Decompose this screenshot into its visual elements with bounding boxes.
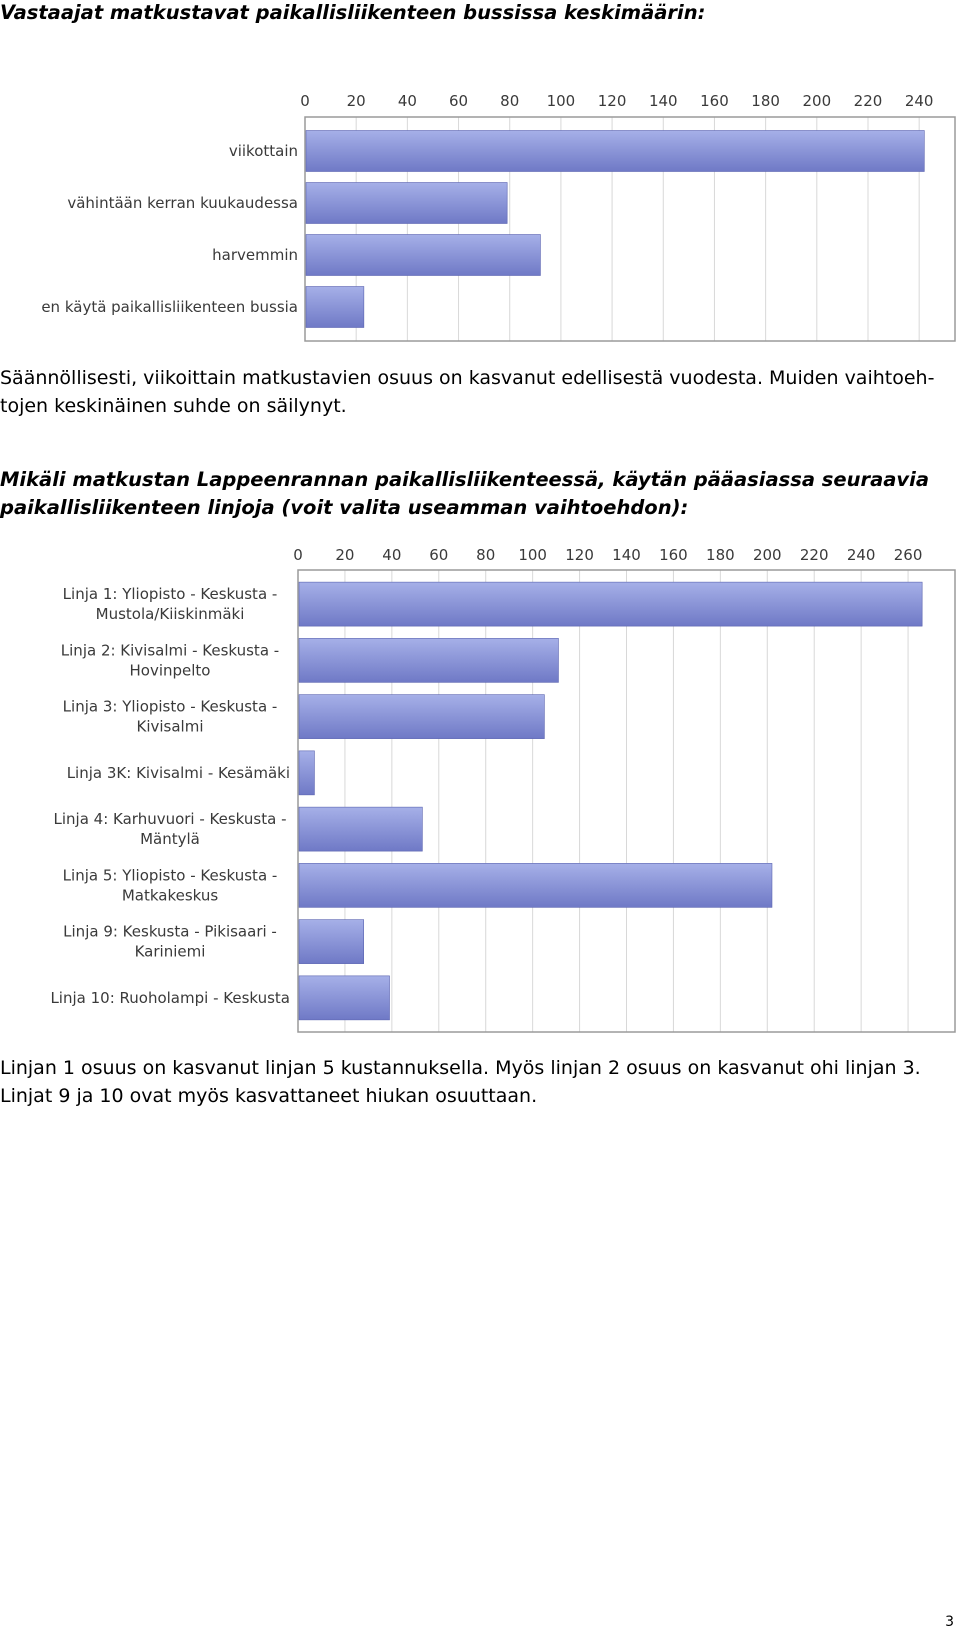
bar — [298, 581, 923, 627]
tick-label: 220 — [800, 546, 829, 564]
tick-label: 20 — [347, 92, 366, 110]
tick-label: 20 — [335, 546, 354, 564]
tick-label: 80 — [476, 546, 495, 564]
plot-area — [304, 116, 956, 342]
tick-label: 60 — [449, 92, 468, 110]
category-label: Linja 5: Yliopisto - Keskusta - — [63, 866, 278, 884]
bar — [298, 975, 390, 1021]
bar — [305, 286, 365, 328]
bar — [305, 234, 541, 276]
category-label: harvemmin — [212, 246, 298, 264]
section2-paragraph-line2: Linjat 9 ja 10 ovat myös kasvattaneet hi… — [0, 1085, 538, 1107]
tick-label: 160 — [659, 546, 688, 564]
category-label: en käytä paikallisliikenteen bussia — [41, 298, 298, 316]
category-label: vähintään kerran kuukaudessa — [67, 194, 298, 212]
section2-heading-line1: Mikäli matkustan Lappeenrannan paikallis… — [0, 468, 929, 491]
tick-label: 240 — [847, 546, 876, 564]
tick-label: 100 — [547, 92, 576, 110]
bar — [298, 638, 559, 683]
tick-label: 160 — [700, 92, 729, 110]
section1-paragraph-line2: tojen keskinäinen suhde on säilynyt. — [0, 395, 347, 417]
category-label: Matkakeskus — [122, 886, 219, 904]
tick-label: 180 — [706, 546, 735, 564]
tick-label: 100 — [518, 546, 547, 564]
tick-label: 120 — [565, 546, 594, 564]
tick-label: 200 — [802, 92, 831, 110]
bar — [305, 182, 508, 224]
category-label: Mustola/Kiiskinmäki — [96, 605, 245, 623]
tick-label: 80 — [500, 92, 519, 110]
tick-label: 200 — [753, 546, 782, 564]
bus-lines-chart: 0 20 40 60 80 100 120 140 160 180 200 220 240 260 Linj… — [0, 538, 960, 1038]
category-label: Kivisalmi — [136, 718, 203, 736]
tick-label: 40 — [382, 546, 401, 564]
travel-frequency-chart: 0 20 40 60 80 100 120 140 160 180 200 220 240 viikott… — [0, 84, 960, 344]
bar — [305, 130, 925, 172]
category-label: viikottain — [229, 142, 298, 160]
tick-label: 140 — [649, 92, 678, 110]
category-label: Kariniemi — [135, 943, 206, 961]
bar — [298, 919, 364, 964]
tick-label: 120 — [598, 92, 627, 110]
tick-label: 40 — [398, 92, 417, 110]
category-label: Linja 10: Ruoholampi - Keskusta — [50, 989, 290, 1007]
section1-paragraph-line1: Säännöllisesti, viikoittain matkustavien… — [0, 367, 935, 389]
bar — [298, 863, 773, 908]
tick-label: 60 — [429, 546, 448, 564]
tick-label: 240 — [905, 92, 934, 110]
category-label: Linja 2: Kivisalmi - Keskusta - — [61, 641, 279, 659]
category-label: Linja 1: Yliopisto - Keskusta - — [63, 585, 278, 603]
category-label: Linja 3K: Kivisalmi - Kesämäki — [67, 764, 290, 782]
section2-heading-line2: paikallisliikenteen linjoja (voit valita… — [0, 496, 689, 519]
tick-label: 0 — [293, 546, 303, 564]
tick-label: 220 — [854, 92, 883, 110]
category-label: Mäntylä — [140, 830, 200, 848]
section1-heading: Vastaajat matkustavat paikallisliikentee… — [0, 1, 706, 24]
category-label: Linja 4: Karhuvuori - Keskusta - — [54, 810, 287, 828]
bar — [298, 750, 315, 796]
tick-label: 260 — [894, 546, 923, 564]
category-label: Linja 3: Yliopisto - Keskusta - — [63, 698, 278, 716]
category-label: Linja 9: Keskusta - Pikisaari - — [63, 923, 277, 941]
tick-label: 0 — [300, 92, 310, 110]
plot-area — [297, 569, 956, 1033]
category-label: Hovinpelto — [130, 661, 211, 679]
tick-label: 140 — [612, 546, 641, 564]
travel-frequency-chart-svg: 0 20 40 60 80 100 120 140 160 180 200 220 240 viikott… — [41, 92, 956, 342]
bus-lines-chart-svg: 0 20 40 60 80 100 120 140 160 180 200 220 240 260 Linj… — [50, 546, 956, 1033]
section2-paragraph-line1: Linjan 1 osuus on kasvanut linjan 5 kust… — [0, 1057, 921, 1079]
page-number: 3 — [945, 1614, 954, 1630]
tick-label: 180 — [751, 92, 780, 110]
bar — [298, 806, 423, 852]
bar — [298, 694, 545, 739]
